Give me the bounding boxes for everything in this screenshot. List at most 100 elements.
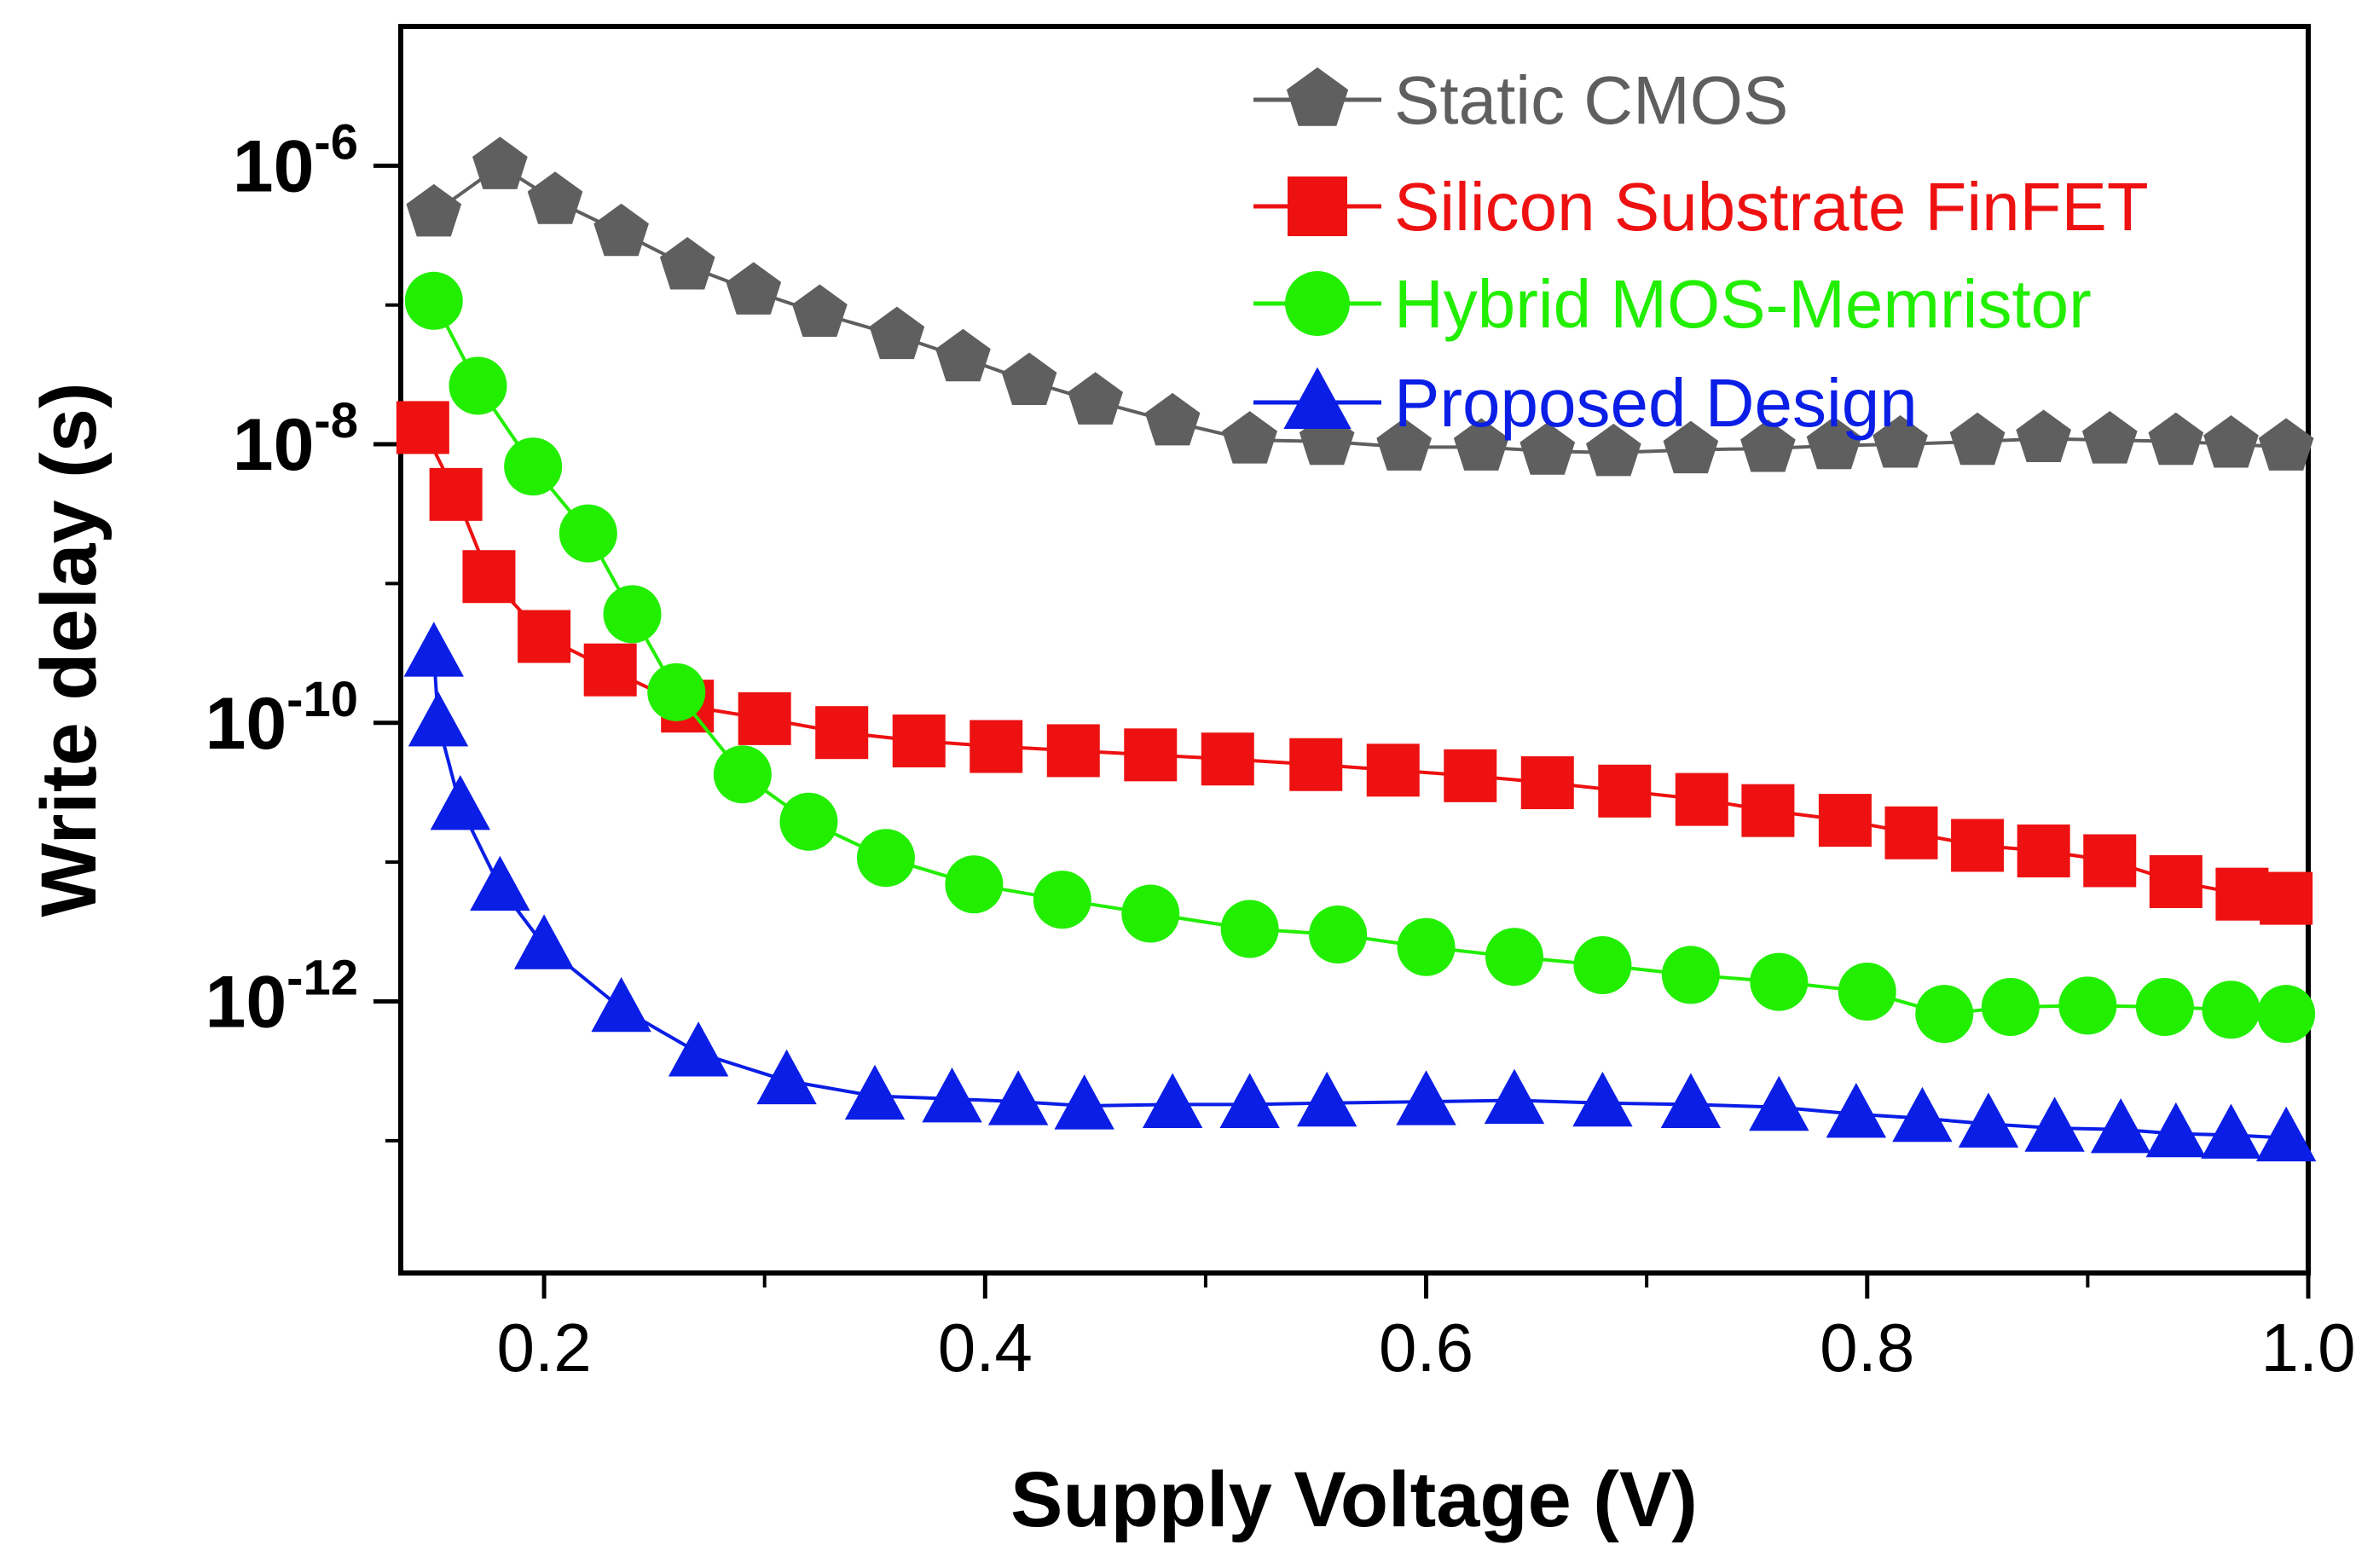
series-line (432, 163, 2287, 454)
data-point (1663, 420, 1719, 474)
data-point (815, 706, 869, 760)
data-point (430, 774, 491, 830)
x-tick-label: 0.6 (1379, 1310, 1473, 1386)
data-point (583, 643, 637, 697)
data-point (1144, 392, 1201, 446)
series-static-cmos (406, 136, 2314, 477)
data-point (1838, 963, 1896, 1021)
data-point (593, 203, 649, 257)
legend-marker (1288, 176, 1347, 236)
data-point (756, 1049, 817, 1105)
y-tick-label: 10-8 (233, 393, 358, 486)
plot-frame (398, 24, 2311, 1276)
series-proposed-design (403, 622, 2317, 1162)
x-tick-label: 0.4 (938, 1310, 1033, 1386)
legend-item: Silicon Substrate FinFET (1253, 169, 2149, 245)
data-point (1453, 418, 1509, 471)
data-point (1892, 1086, 1953, 1143)
data-point (527, 171, 583, 224)
data-point (518, 610, 571, 663)
data-point (2203, 415, 2259, 468)
data-point (513, 914, 575, 969)
data-point (1884, 806, 1938, 859)
data-point (892, 714, 946, 767)
data-point (1033, 871, 1091, 929)
data-point (1826, 1082, 1887, 1138)
data-point (396, 401, 449, 454)
x-tick-label: 0.8 (1820, 1310, 1914, 1386)
data-point (922, 1068, 982, 1123)
data-point (1749, 1075, 1809, 1131)
y-tick-base: 10 (233, 125, 315, 207)
series-silicon-substrate-finfet (396, 401, 2313, 925)
series-layer (396, 136, 2317, 1162)
data-point (1598, 764, 1652, 818)
data-point (1806, 416, 1862, 470)
data-point (713, 745, 772, 804)
x-tick-label: 0.2 (496, 1310, 591, 1386)
data-point (472, 136, 528, 189)
legend-label: Proposed Design (1394, 365, 1918, 441)
data-point (1366, 743, 1420, 797)
data-point (504, 437, 563, 496)
data-point (1142, 1073, 1203, 1128)
data-point (1958, 1092, 2019, 1148)
data-point (2024, 1096, 2085, 1152)
y-tick-exponent: -6 (314, 114, 358, 170)
data-point (970, 720, 1023, 773)
data-point (659, 236, 715, 290)
data-point (1675, 772, 1728, 826)
data-point (429, 467, 483, 521)
x-tick-label: 1.0 (2260, 1310, 2355, 1386)
data-point (1660, 1073, 1722, 1128)
data-point (470, 855, 530, 911)
data-point (2260, 871, 2313, 925)
legend-label: Hybrid MOS-Memristor (1394, 266, 2092, 342)
data-point (2081, 411, 2138, 464)
legend: Static CMOS Silicon Substrate FinFET Hybri… (1253, 62, 2149, 441)
axis-ticks (373, 163, 2311, 1299)
data-point (726, 262, 782, 315)
data-point (1222, 411, 1277, 464)
data-point (1309, 906, 1368, 964)
data-point (1750, 952, 1809, 1011)
data-point (403, 622, 464, 677)
data-point (2149, 854, 2202, 908)
data-point (2083, 834, 2137, 888)
legend-item: Hybrid MOS-Memristor (1253, 266, 2092, 342)
data-point (1485, 928, 1543, 987)
data-point (945, 855, 1004, 914)
data-point (1484, 1068, 1545, 1125)
data-point (2145, 1102, 2207, 1158)
data-point (987, 1070, 1049, 1125)
data-point (1741, 784, 1795, 837)
data-point (1121, 884, 1180, 943)
data-point (404, 271, 463, 330)
data-point (2148, 412, 2204, 466)
data-point (1201, 732, 1254, 786)
y-tick-label: 10-12 (205, 950, 359, 1043)
data-point (1219, 1073, 1280, 1128)
data-point (406, 183, 462, 237)
data-point (1951, 819, 2005, 872)
data-point (591, 976, 651, 1033)
data-point (2257, 985, 2316, 1044)
series-line (431, 652, 2287, 1140)
data-point (935, 328, 991, 382)
data-point (2016, 409, 2072, 463)
data-point (738, 691, 791, 745)
data-point (856, 829, 915, 888)
data-point (2058, 976, 2117, 1035)
data-point (1001, 352, 1057, 406)
data-point (1519, 422, 1576, 475)
plot-area (398, 24, 2311, 1276)
series-line (421, 426, 2287, 900)
data-point (2090, 1097, 2151, 1154)
data-point (1740, 419, 1796, 472)
data-point (779, 792, 838, 851)
y-tick-label: 10-6 (233, 114, 358, 207)
y-tick-exponent: -12 (287, 950, 358, 1005)
data-point (1915, 985, 1974, 1044)
data-point (844, 1064, 906, 1120)
